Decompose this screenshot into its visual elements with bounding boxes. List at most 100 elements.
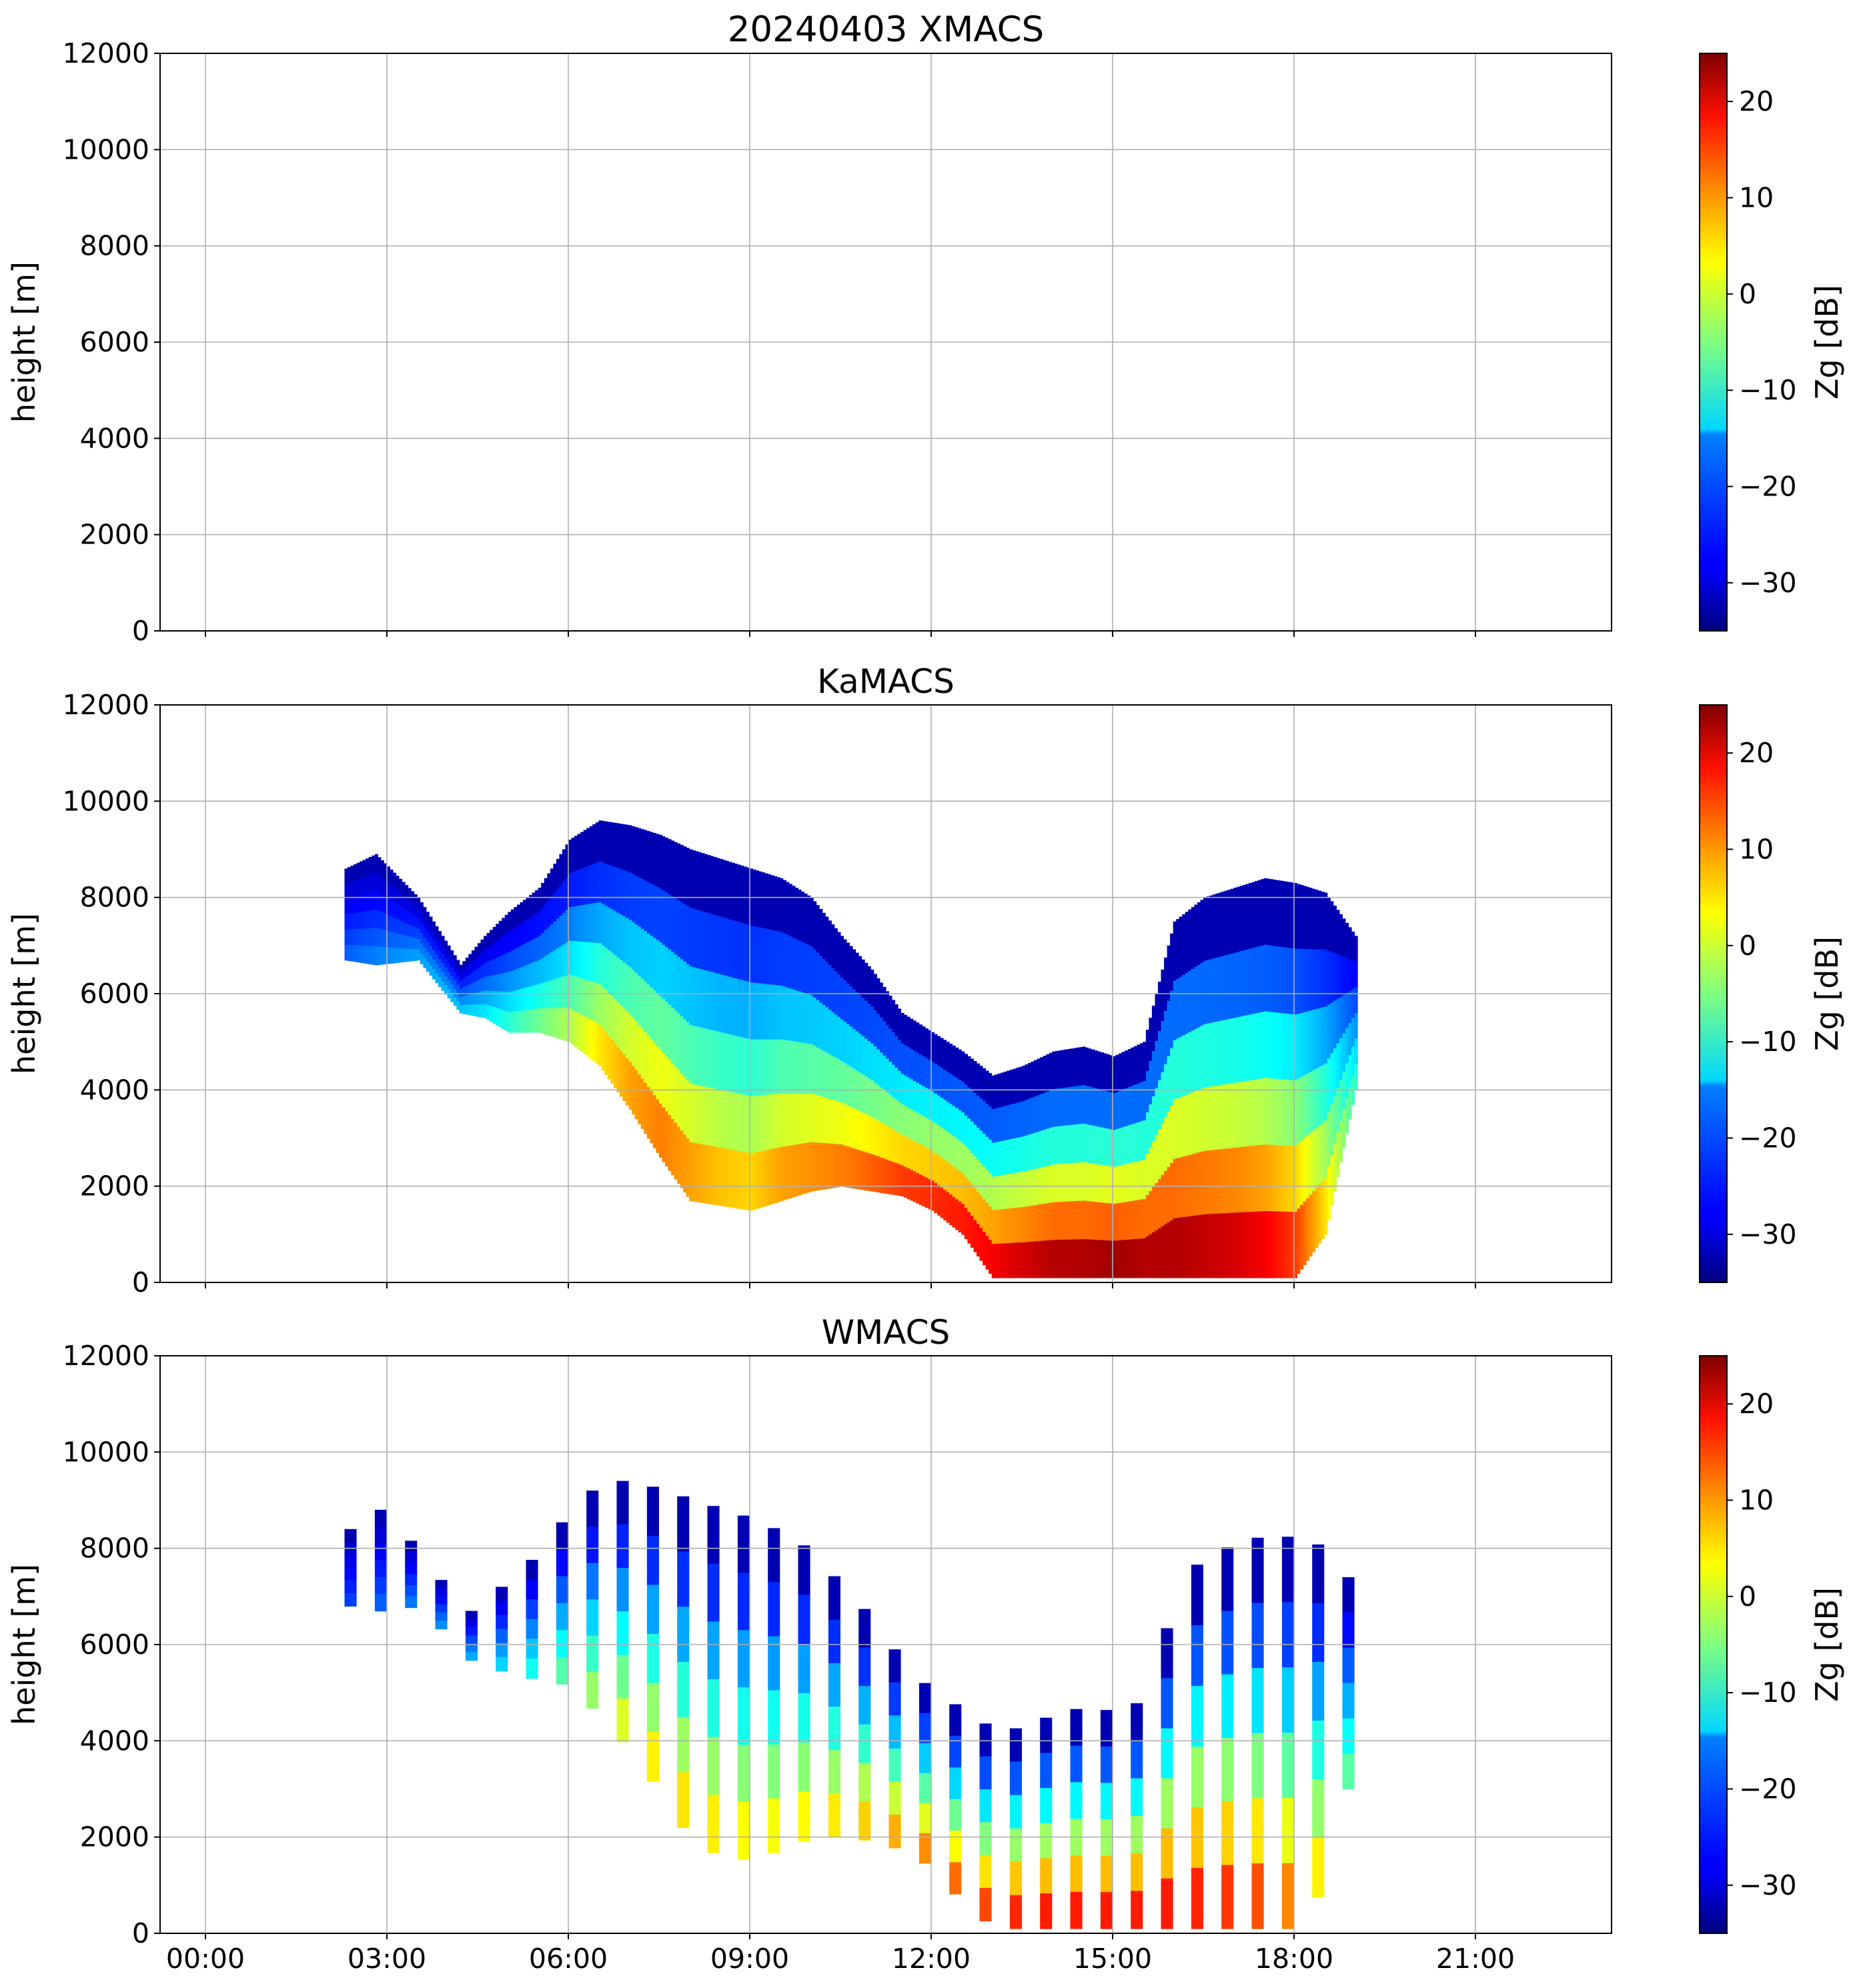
echo-cell	[614, 867, 617, 912]
echo-cell	[1151, 1096, 1155, 1142]
echo-cell	[1097, 1202, 1101, 1240]
echo-cell	[496, 974, 500, 992]
echo-cell	[928, 1060, 932, 1090]
echo-cell	[402, 882, 406, 896]
colorbar-tick-label: 0	[1739, 930, 1756, 962]
echo-cell	[1333, 953, 1337, 1002]
y-tick-label: 12000	[63, 689, 149, 721]
echo-cell	[713, 914, 717, 974]
echo-cell	[526, 1560, 538, 1581]
echo-cell	[1070, 1124, 1074, 1164]
echo-cell	[628, 1062, 632, 1110]
echo-cell	[659, 1103, 662, 1158]
y-tick-label: 10000	[63, 1436, 149, 1468]
echo-cell	[535, 914, 539, 938]
echo-cell	[683, 904, 687, 962]
echo-cell	[813, 1046, 817, 1095]
echo-cell	[1079, 1162, 1083, 1202]
echo-cell	[553, 1008, 557, 1038]
echo-cell	[1321, 892, 1325, 950]
echo-cell	[698, 852, 702, 911]
echo-cell	[562, 976, 566, 1009]
echo-cell	[949, 1074, 953, 1105]
echo-cell	[616, 868, 620, 914]
echo-cell	[1115, 1166, 1119, 1204]
echo-cell	[750, 982, 753, 1040]
echo-cell	[646, 1634, 659, 1684]
echo-cell	[535, 961, 539, 986]
echo-cell	[580, 978, 584, 1016]
echo-cell	[870, 1080, 874, 1118]
echo-cell	[943, 1070, 947, 1101]
echo-cell	[764, 928, 768, 985]
echo-cell	[1007, 1174, 1011, 1210]
echo-cell	[504, 972, 508, 993]
echo-cell	[931, 1150, 935, 1181]
echo-cell	[1200, 1214, 1204, 1278]
echo-cell	[879, 1157, 883, 1193]
echo-cell	[906, 1016, 910, 1048]
echo-cell	[1161, 1628, 1173, 1679]
echo-cell	[396, 933, 400, 949]
echo-cell	[677, 1551, 690, 1608]
echo-cell	[810, 946, 814, 996]
colorbar-tick-label: 20	[1739, 85, 1774, 117]
echo-cell	[1242, 1081, 1246, 1148]
echo-cell	[768, 1744, 780, 1799]
echo-cell	[526, 1639, 538, 1659]
echo-cell	[801, 1093, 805, 1144]
echo-cell	[1267, 878, 1271, 946]
echo-cell	[1261, 1078, 1265, 1146]
echo-cell	[1145, 1112, 1149, 1154]
echo-cell	[973, 1092, 977, 1126]
panel-2: KaMACS020004000600080001000012000height …	[6, 662, 1845, 1298]
echo-cell	[480, 978, 484, 992]
echo-cell	[1067, 1163, 1071, 1202]
echo-cell	[402, 948, 406, 962]
echo-cell	[731, 920, 735, 978]
echo-cell	[544, 878, 548, 905]
echo-cell	[918, 1713, 931, 1744]
echo-cell	[810, 897, 814, 947]
echo-cell	[1003, 1243, 1007, 1278]
echo-cell	[1251, 1211, 1255, 1278]
echo-cell	[1275, 1145, 1279, 1212]
echo-cell	[523, 966, 526, 989]
echo-cell	[977, 1224, 980, 1257]
echo-cell	[556, 1603, 568, 1631]
echo-cell	[638, 1074, 642, 1124]
echo-cell	[900, 1104, 904, 1136]
echo-cell	[719, 858, 723, 918]
echo-cell	[716, 1147, 720, 1206]
echo-cell	[961, 1173, 965, 1204]
echo-cell	[764, 1150, 768, 1206]
echo-cell	[1019, 1137, 1023, 1173]
echo-cell	[1097, 1240, 1101, 1278]
echo-cell	[610, 952, 614, 997]
echo-cell	[1255, 1013, 1259, 1080]
echo-cell	[952, 1136, 956, 1168]
echo-cell	[538, 888, 542, 913]
echo-cell	[1227, 954, 1231, 1020]
y-tick-label: 4000	[80, 1725, 149, 1757]
echo-cell	[1055, 1126, 1059, 1165]
echo-cell	[1115, 1054, 1119, 1093]
echo-cell	[462, 996, 466, 1006]
echo-cell	[1019, 1242, 1023, 1278]
echo-cell	[1230, 1083, 1234, 1149]
echo-cell	[722, 975, 726, 1034]
echo-cell	[768, 1798, 780, 1853]
echo-cell	[580, 905, 584, 942]
echo-cell	[846, 1064, 850, 1106]
echo-cell	[1158, 1178, 1161, 1229]
echo-cell	[1291, 948, 1295, 1015]
echo-cell	[991, 1075, 995, 1110]
echo-cell	[807, 1044, 811, 1094]
echo-cell	[1073, 1239, 1077, 1278]
echo-cell	[1333, 1048, 1337, 1096]
echo-cell	[792, 938, 796, 990]
echo-cell	[1251, 1537, 1264, 1604]
y-tick-label: 2000	[80, 519, 149, 551]
echo-cell	[898, 1008, 902, 1040]
echo-cell	[1245, 1080, 1249, 1147]
